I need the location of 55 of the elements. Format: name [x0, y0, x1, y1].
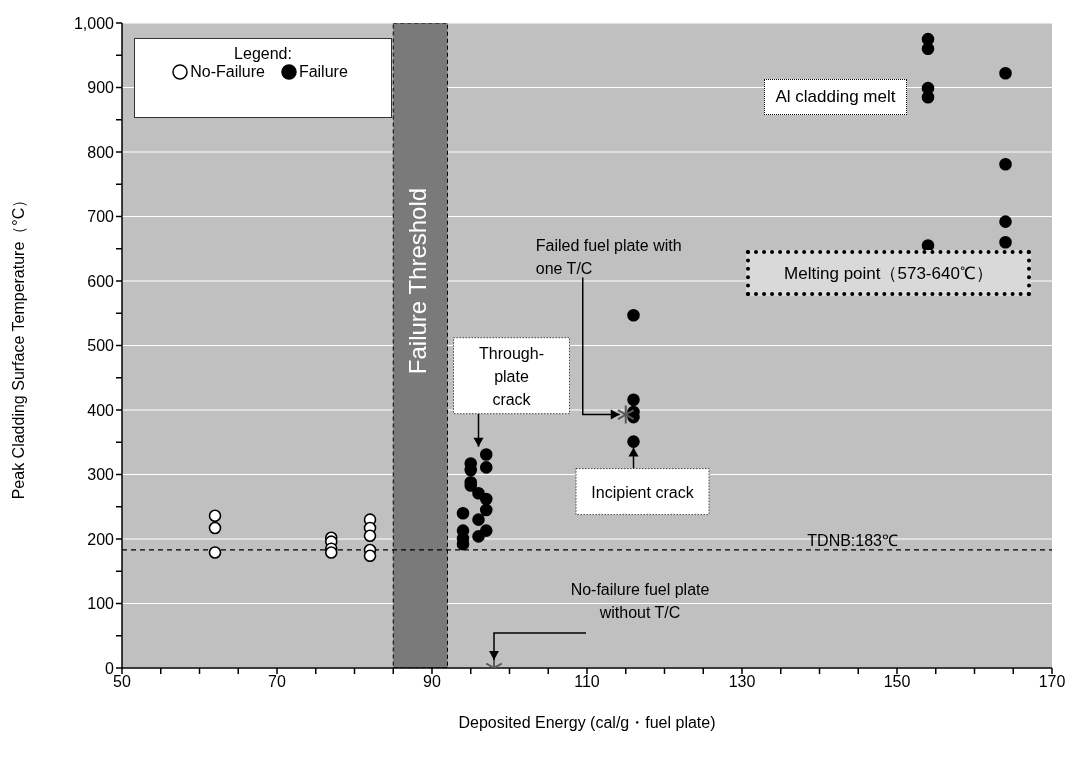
- point: [479, 461, 493, 474]
- point: [921, 42, 935, 56]
- point: [363, 549, 377, 563]
- point: [208, 521, 222, 535]
- point: [921, 239, 935, 252]
- y-axis-title: Peak Cladding Surface Temperature（°C）: [9, 191, 27, 500]
- point: [616, 404, 635, 425]
- y-tick-label: 600: [87, 272, 115, 290]
- point: [627, 435, 640, 448]
- x-tick-label: 70: [268, 673, 286, 691]
- y-tick-label: 100: [87, 595, 115, 613]
- point: [999, 157, 1012, 171]
- point: [472, 513, 485, 526]
- point: [479, 492, 493, 506]
- y-tick-label: 300: [87, 466, 115, 484]
- point: [999, 215, 1012, 228]
- point: [363, 529, 377, 543]
- annotation: Incipient crack: [591, 483, 695, 501]
- legend-label: Failure: [298, 63, 348, 81]
- x-tick-label: 130: [728, 673, 756, 691]
- x-tick-label: 170: [1038, 673, 1066, 691]
- band-label: Failure Threshold: [404, 187, 432, 375]
- point: [627, 308, 640, 322]
- point: [921, 90, 935, 104]
- point: [456, 506, 470, 520]
- y-tick-label: 400: [87, 401, 115, 419]
- y-tick-label: 700: [87, 208, 115, 226]
- text-box: Al cladding melt: [764, 79, 907, 115]
- point: [472, 530, 485, 543]
- y-tick-label: 1,000: [73, 14, 115, 32]
- ref-line-label: TDNB:183℃: [807, 531, 898, 549]
- x-tick-label: 150: [883, 673, 911, 691]
- y-tick-label: 900: [87, 79, 115, 97]
- point: [208, 509, 222, 523]
- point: [324, 546, 338, 559]
- annotation: Failed fuel plate with one T/C: [535, 237, 682, 278]
- point: [208, 546, 222, 559]
- annotation: Through-plate crack: [479, 344, 544, 408]
- legend-title: Legend:: [233, 45, 293, 63]
- x-tick-label: 50: [113, 673, 131, 691]
- y-tick-label: 0: [105, 659, 115, 677]
- point: [627, 393, 640, 406]
- x-tick-label: 110: [574, 673, 600, 691]
- point: [999, 236, 1012, 249]
- y-tick-label: 800: [87, 143, 115, 161]
- point: [479, 503, 493, 517]
- annotation: No-failure fuel plate without T/C: [570, 580, 710, 621]
- x-axis-title: Deposited Energy (cal/g・fuel plate): [458, 714, 716, 731]
- y-tick-label: 500: [87, 337, 115, 355]
- legend-label: No-Failure: [190, 63, 265, 81]
- text-box: Melting point（573-640℃）: [746, 250, 1031, 296]
- point: [479, 448, 493, 461]
- point: [999, 67, 1012, 80]
- y-tick-label: 200: [87, 530, 115, 548]
- x-tick-label: 90: [423, 673, 441, 691]
